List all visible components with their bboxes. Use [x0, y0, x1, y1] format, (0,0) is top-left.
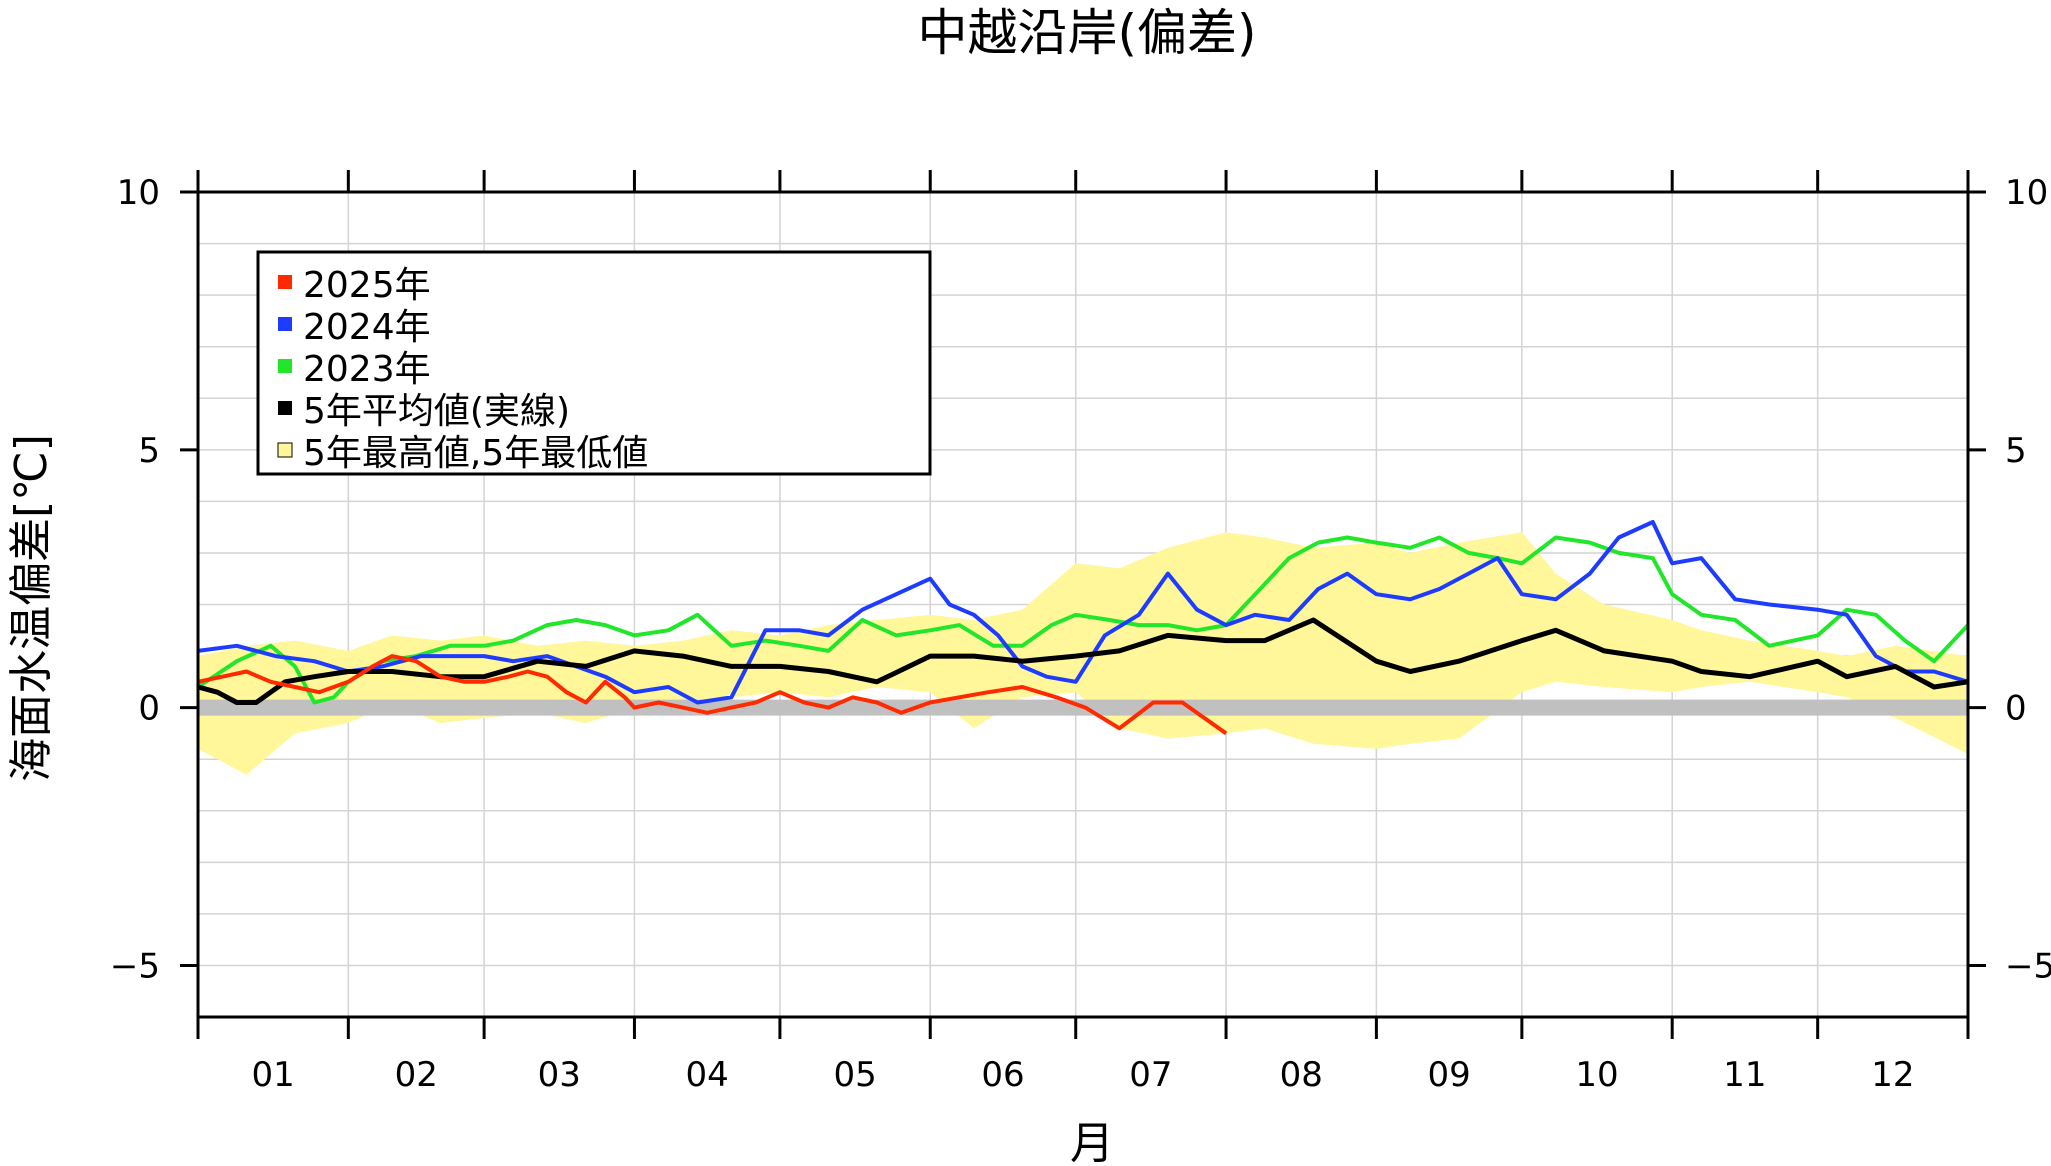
- x-tick-label: 05: [833, 1055, 876, 1095]
- legend-swatch: [278, 401, 292, 415]
- legend-swatch: [277, 442, 293, 458]
- series-line-3: [197, 617, 1969, 705]
- legend-swatch: [278, 317, 292, 331]
- x-tick-label: 08: [1280, 1055, 1323, 1095]
- legend-swatch: [278, 359, 292, 373]
- x-tick-label: 01: [252, 1055, 295, 1095]
- x-axis-label: 月: [1070, 1118, 1114, 1166]
- x-tick-label: 10: [1575, 1055, 1618, 1095]
- plot-frame: [196, 190, 1970, 1019]
- series-line-2: [196, 535, 1970, 705]
- y-tick-label-right: 0: [2005, 689, 2027, 729]
- legend-label: 2025年: [303, 265, 431, 306]
- axes: 01 02 03 04 05 06 07 08 09 10 11 12 10 10 5 5 0 0 −5 −5: [110, 170, 2051, 1095]
- series-line-1: [197, 520, 1969, 705]
- y-tick-label-left: 0: [138, 689, 160, 729]
- y-axis-label: 海面水温偏差[℃]: [6, 434, 57, 782]
- legend-label: 5年最高値,5年最低値: [303, 433, 648, 474]
- x-tick-label: 02: [395, 1055, 438, 1095]
- x-tick-label: 03: [538, 1055, 581, 1095]
- x-tick-label: 12: [1871, 1055, 1914, 1095]
- chart-title: 中越沿岸(偏差): [917, 4, 1256, 62]
- x-tick-label: 09: [1427, 1055, 1470, 1095]
- y-tick-label-left: −5: [110, 946, 160, 986]
- y-tick-label-right: −5: [2005, 946, 2051, 986]
- x-tick-label: 11: [1723, 1055, 1766, 1095]
- legend-label: 2023年: [303, 349, 431, 390]
- y-tick-label-right: 5: [2005, 431, 2027, 471]
- series-line-0: [197, 654, 1228, 736]
- x-tick-label: 07: [1129, 1055, 1172, 1095]
- series-layer: [196, 520, 1970, 736]
- x-tick-label: 06: [981, 1055, 1024, 1095]
- legend-box: [256, 250, 932, 476]
- legend-swatch: [278, 275, 292, 289]
- y-tick-label-left: 10: [117, 173, 160, 213]
- legend-label: 2024年: [303, 307, 431, 348]
- legend-label: 5年平均値(実線): [303, 391, 570, 432]
- y-tick-label-right: 10: [2005, 173, 2048, 213]
- x-tick-label: 04: [686, 1055, 729, 1095]
- y-tick-label-left: 5: [138, 431, 160, 471]
